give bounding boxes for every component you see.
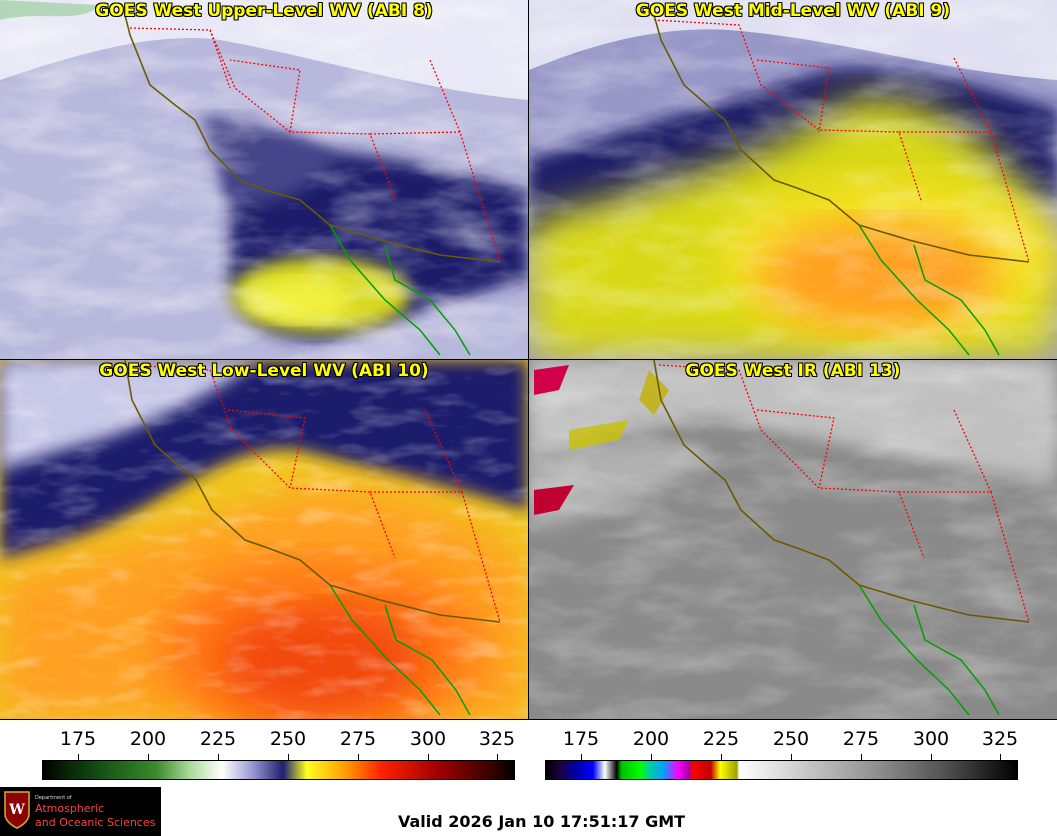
colorbar-ir-tick (931, 754, 932, 761)
svg-text:W: W (8, 802, 25, 818)
panel-bottom-border (0, 719, 1057, 720)
colorbar-wv-tick-label: 175 (59, 728, 97, 750)
panel-title: GOES West Mid-Level WV (ABI 9) (635, 1, 951, 21)
colorbar-wv-tick (218, 754, 219, 761)
colorbar-ir-tick-label: 175 (562, 728, 600, 750)
colorbar-ir-tick (651, 754, 652, 761)
ir-image (529, 360, 1057, 719)
colorbar-wv-tick (497, 754, 498, 761)
colorbar-wv-tick-label: 325 (478, 728, 516, 750)
panel-mid-level-wv: GOES West Mid-Level WV (ABI 9) (529, 0, 1057, 359)
panel-title: GOES West IR (ABI 13) (685, 361, 901, 381)
aos-logo[interactable]: W Department of Atmospheric and Oceanic … (0, 787, 161, 836)
colorbar-ir-tick (1000, 754, 1001, 761)
colorbar-ir-tick (791, 754, 792, 761)
colorbar-ir-tick-label: 225 (702, 728, 740, 750)
colorbar-wv: 175 200 225 250 275 300 325 (0, 722, 528, 782)
colorbar-wv-tick-label: 200 (129, 728, 167, 750)
panel-upper-level-wv: GOES West Upper-Level WV (ABI 8) (0, 0, 528, 359)
colorbar-wv-tick-label: 225 (199, 728, 237, 750)
colorbar-ir-tick-label: 325 (981, 728, 1019, 750)
uw-seal-icon: W (4, 791, 30, 829)
logo-line2: and Oceanic Sciences (35, 816, 156, 829)
panel-ir: GOES West IR (ABI 13) (529, 360, 1057, 719)
colorbar-wv-tick (148, 754, 149, 761)
colorbar-ir-tick-label: 250 (772, 728, 810, 750)
colorbar-ir-tick-label: 300 (912, 728, 950, 750)
wv-upper-image (0, 0, 528, 359)
panel-title: GOES West Upper-Level WV (ABI 8) (95, 1, 433, 21)
panel-title: GOES West Low-Level WV (ABI 10) (99, 361, 429, 381)
colorbar-ir-tick-label: 275 (842, 728, 880, 750)
colorbar-ir-tick-label: 200 (632, 728, 670, 750)
colorbar-ir-tick (581, 754, 582, 761)
logo-dept: Department of (35, 795, 72, 801)
logo-line1: Atmospheric (35, 802, 105, 815)
colorbar-wv-tick (428, 754, 429, 761)
panel-low-level-wv: GOES West Low-Level WV (ABI 10) (0, 360, 528, 719)
valid-time: Valid 2026 Jan 10 17:51:17 GMT (397, 812, 686, 831)
colorbar-wv-gradient (42, 760, 515, 780)
colorbar-wv-tick-label: 300 (409, 728, 447, 750)
colorbar-ir-tick (861, 754, 862, 761)
panel-divider-horizontal (0, 359, 1057, 360)
colorbar-ir: 175 200 225 250 275 300 325 (0, 722, 1057, 782)
colorbar-ir-tick (721, 754, 722, 761)
colorbar-wv-tick (288, 754, 289, 761)
colorbar-wv-tick-label: 250 (269, 728, 307, 750)
colorbar-ir-gradient (545, 760, 1018, 780)
wv-mid-image (529, 0, 1057, 359)
wv-low-image (0, 360, 528, 719)
colorbar-wv-tick-label: 275 (339, 728, 377, 750)
colorbar-wv-tick (358, 754, 359, 761)
colorbar-wv-tick (78, 754, 79, 761)
